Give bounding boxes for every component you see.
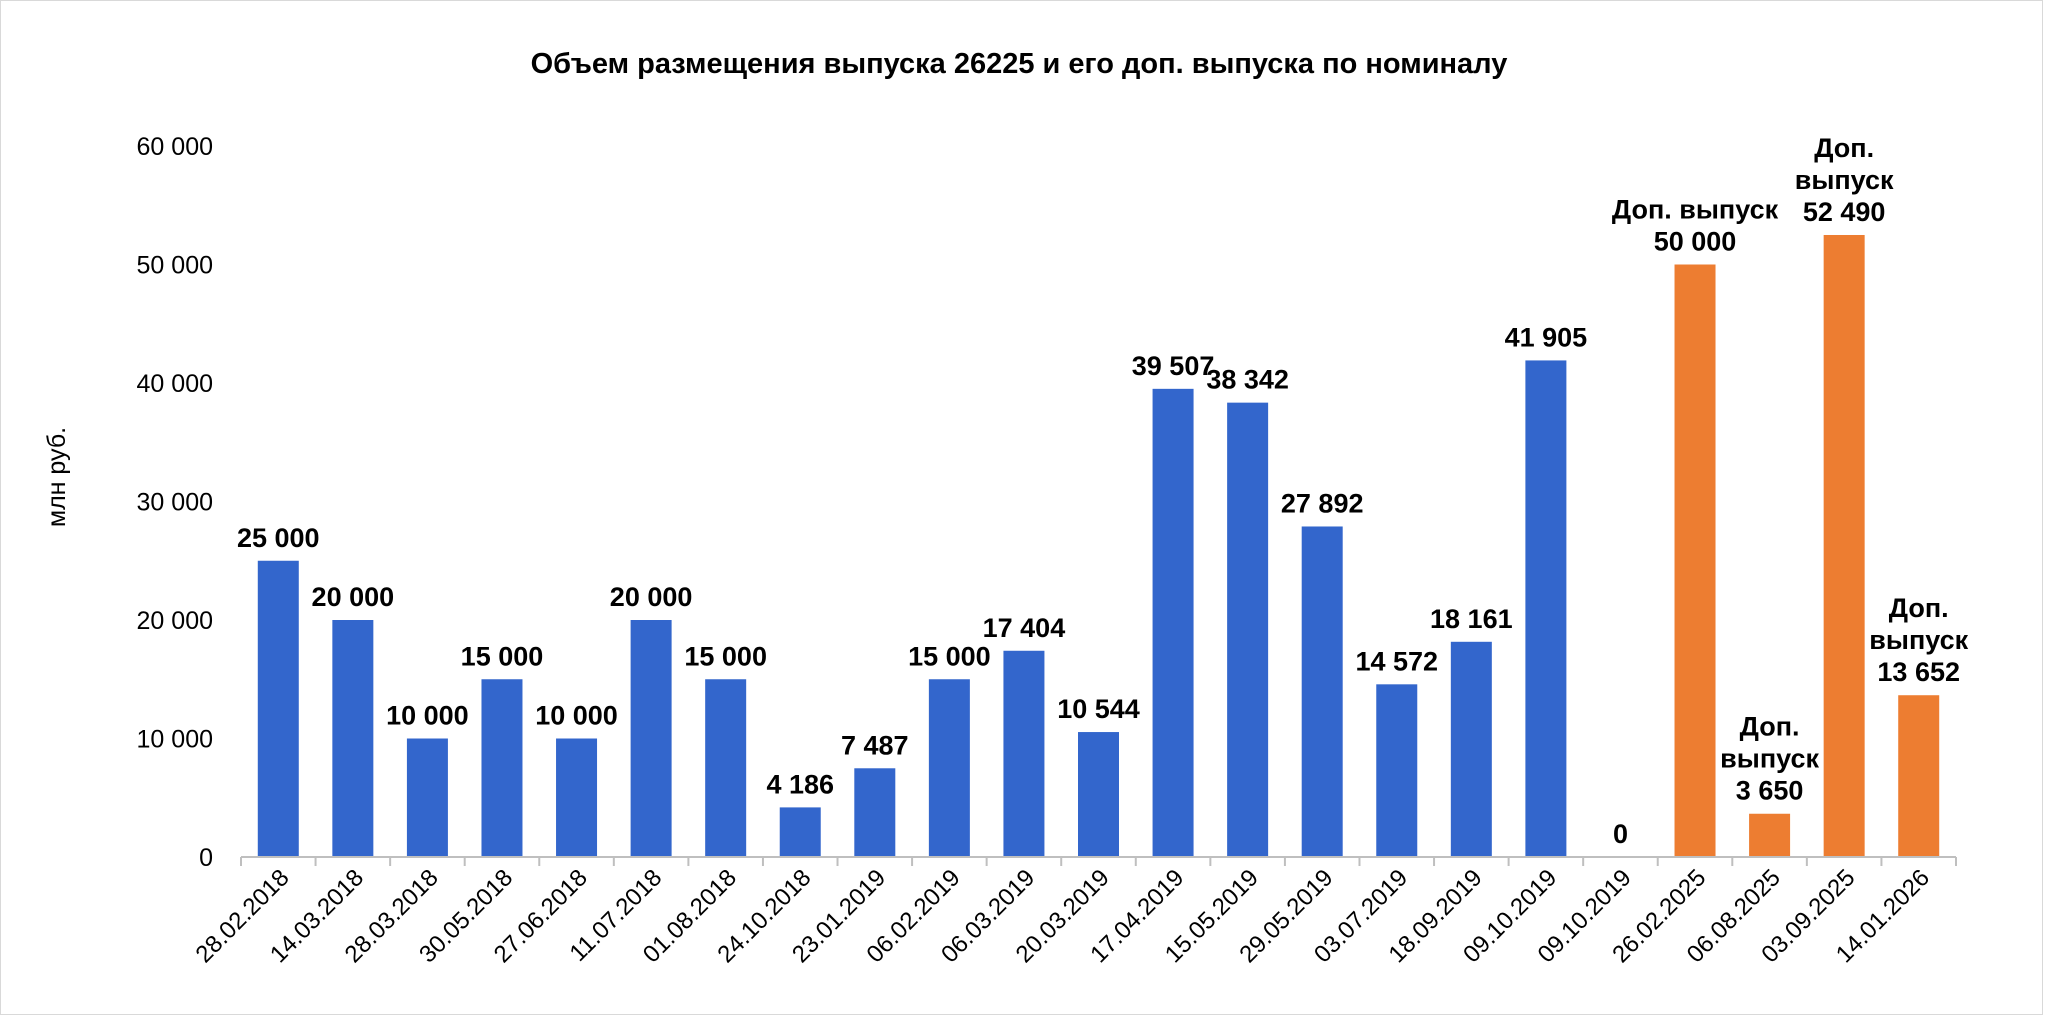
bar bbox=[1674, 264, 1716, 857]
y-axis-label: млн руб. bbox=[43, 427, 71, 527]
bar bbox=[1152, 388, 1194, 857]
y-tick-label: 40 000 bbox=[137, 370, 213, 398]
data-label: 7 487 bbox=[841, 730, 909, 760]
data-label: 15 000 bbox=[908, 641, 991, 671]
y-tick-label: 20 000 bbox=[137, 607, 213, 635]
bar bbox=[406, 738, 448, 857]
data-label: 20 000 bbox=[312, 582, 395, 612]
bar bbox=[1823, 234, 1865, 857]
bar bbox=[854, 768, 896, 857]
data-label: 20 000 bbox=[610, 582, 693, 612]
bar bbox=[1898, 695, 1940, 857]
data-label: 39 507 bbox=[1132, 351, 1215, 381]
y-tick-label: 30 000 bbox=[137, 489, 213, 517]
data-label: 38 342 bbox=[1206, 365, 1289, 395]
bar bbox=[332, 620, 374, 857]
bar bbox=[928, 679, 970, 857]
data-label: 17 404 bbox=[983, 613, 1066, 643]
bar bbox=[481, 679, 523, 857]
data-label: 18 161 bbox=[1430, 604, 1513, 634]
data-labels: 25 000 20 000 10 000 15 000 10 000 20 000 15 0… bbox=[237, 133, 1969, 849]
y-axis-ticks: 0 10 000 20 000 30 000 40 000 50 000 60 000 bbox=[137, 133, 213, 872]
data-label: 25 000 bbox=[237, 523, 320, 553]
y-tick-label: 60 000 bbox=[137, 133, 213, 161]
data-label: 10 544 bbox=[1057, 694, 1140, 724]
bar bbox=[1450, 641, 1492, 857]
data-label: 15 000 bbox=[684, 641, 767, 671]
bar bbox=[705, 679, 747, 857]
data-label: 15 000 bbox=[461, 641, 544, 671]
data-label: 41 905 bbox=[1505, 322, 1588, 352]
chart-title: Объем размещения выпуска 26225 и его доп… bbox=[531, 48, 1508, 80]
bar bbox=[257, 560, 299, 857]
bar bbox=[1525, 360, 1567, 857]
bar bbox=[1078, 732, 1119, 857]
data-label: 10 000 bbox=[535, 701, 618, 731]
bar bbox=[630, 620, 672, 857]
data-label: Доп. выпуск 50 000 bbox=[1612, 195, 1779, 257]
data-label: 0 bbox=[1613, 819, 1628, 849]
x-axis-tick-labels: 28.02.201814.03.201828.03.201830.05.2018… bbox=[190, 864, 1934, 968]
data-label: 14 572 bbox=[1355, 646, 1438, 676]
bar bbox=[779, 807, 821, 857]
bar bbox=[1301, 526, 1343, 857]
data-label: 10 000 bbox=[386, 701, 469, 731]
x-axis-ticks bbox=[240, 857, 1957, 866]
bar bbox=[1003, 650, 1045, 857]
data-label: 4 186 bbox=[766, 769, 834, 799]
bar bbox=[1227, 402, 1269, 857]
bar bbox=[1749, 813, 1791, 857]
bar bbox=[1376, 684, 1418, 857]
data-label: Доп. выпуск 52 490 bbox=[1795, 133, 1894, 227]
data-label: Доп. выпуск 3 650 bbox=[1720, 712, 1819, 806]
data-label: Доп. выпуск 13 652 bbox=[1869, 593, 1968, 687]
bars bbox=[257, 234, 1940, 857]
bar bbox=[556, 738, 598, 857]
y-tick-label: 10 000 bbox=[137, 726, 213, 754]
y-tick-label: 0 bbox=[199, 844, 213, 872]
data-label: 27 892 bbox=[1281, 488, 1364, 518]
y-tick-label: 50 000 bbox=[137, 252, 213, 280]
